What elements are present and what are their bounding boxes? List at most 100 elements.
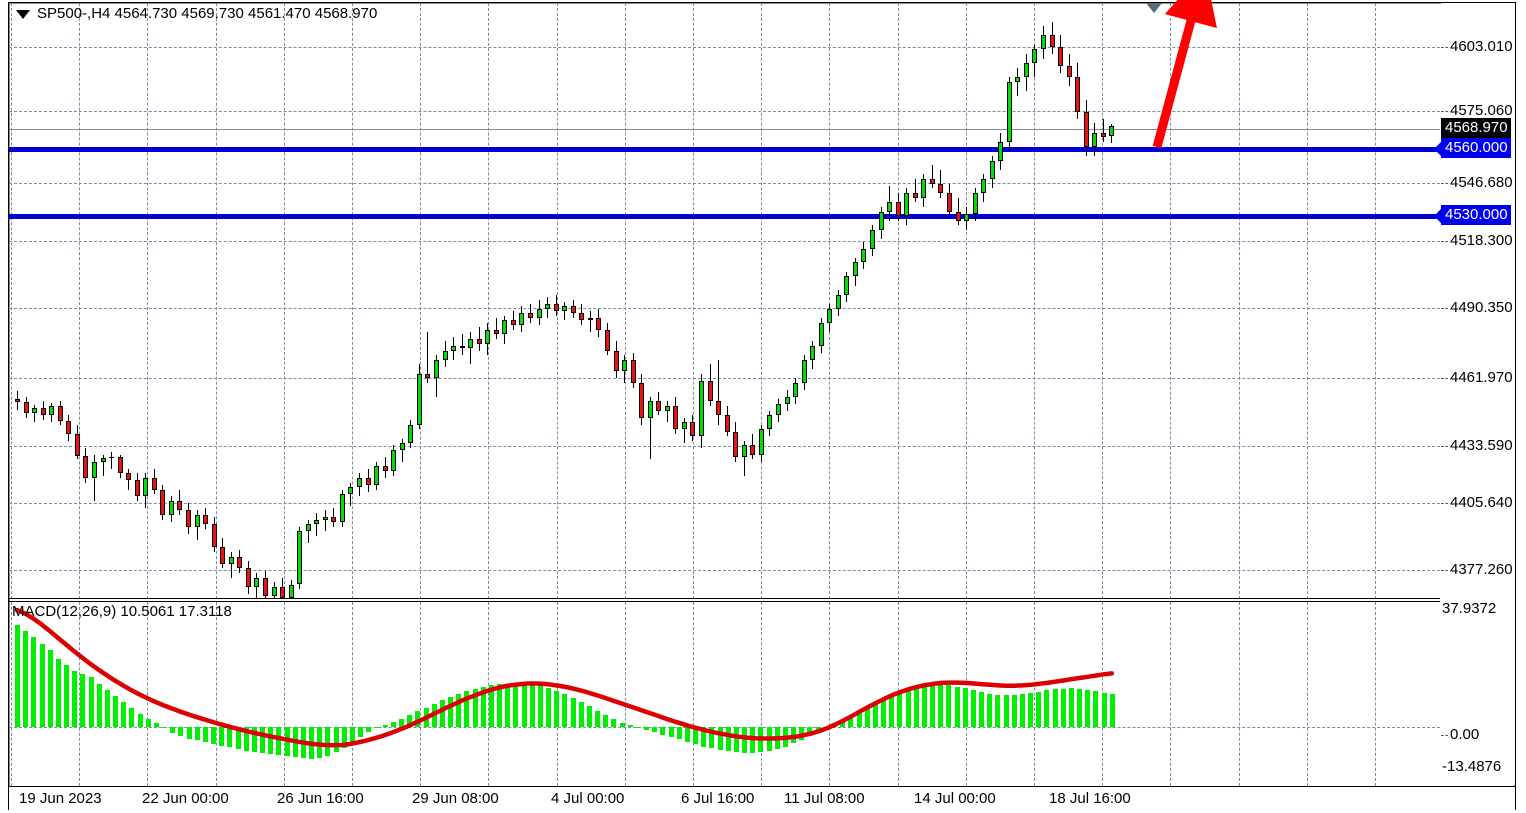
price-level-badge[interactable]: 4560.000 bbox=[1441, 138, 1511, 158]
candle-body bbox=[775, 403, 781, 416]
macd-histogram-bar bbox=[349, 726, 355, 743]
tick-dash-icon bbox=[1441, 240, 1448, 242]
candle-body bbox=[622, 359, 628, 372]
macd-histogram-bar bbox=[627, 725, 633, 727]
macd-histogram-bar bbox=[995, 694, 1001, 727]
candle-body bbox=[929, 179, 935, 184]
macd-histogram-bar bbox=[701, 726, 707, 747]
symbol-header[interactable]: SP500-,H4 4564.730 4569.730 4561.470 456… bbox=[16, 5, 377, 22]
candle-wick bbox=[1017, 67, 1019, 96]
vertical-gridline bbox=[1306, 602, 1308, 786]
macd-histogram-bar bbox=[782, 726, 788, 747]
candle-body bbox=[186, 510, 191, 527]
horizontal-gridline bbox=[9, 111, 1440, 112]
vertical-gridline bbox=[1375, 602, 1376, 786]
price-tick-value: 4433.590 bbox=[1450, 437, 1513, 454]
horizontal-gridline bbox=[9, 241, 1440, 242]
triangle-down-icon[interactable] bbox=[16, 9, 30, 19]
macd-histogram-bar bbox=[644, 726, 650, 730]
macd-histogram-bar bbox=[55, 658, 61, 727]
macd-histogram-bar bbox=[823, 726, 829, 729]
price-level-line[interactable] bbox=[9, 147, 1440, 152]
macd-tick-label: 0.00 bbox=[1441, 726, 1479, 743]
candle-body bbox=[733, 431, 739, 458]
candle-body bbox=[681, 422, 687, 430]
macd-histogram-bar bbox=[562, 694, 568, 727]
horizontal-gridline bbox=[9, 308, 1440, 309]
macd-histogram-bar bbox=[47, 649, 53, 727]
macd-tick-value: 37.9372 bbox=[1442, 600, 1497, 617]
candle-body bbox=[168, 501, 174, 515]
macd-histogram-bar bbox=[186, 726, 192, 739]
macd-histogram-bar bbox=[137, 714, 143, 727]
macd-histogram-bar bbox=[758, 726, 764, 753]
time-tick-label: 29 Jun 08:00 bbox=[412, 790, 499, 807]
candle-body bbox=[613, 350, 619, 372]
vertical-gridline bbox=[829, 602, 831, 786]
price-level-line[interactable] bbox=[9, 214, 1440, 219]
candle-wick bbox=[564, 301, 566, 321]
vertical-gridline bbox=[624, 602, 626, 786]
macd-histogram-bar bbox=[162, 726, 168, 729]
price-scale[interactable]: 4603.010 4575.060 4546.680 4518.300 4490.350… bbox=[1434, 3, 1515, 785]
macd-histogram-bar bbox=[513, 683, 519, 727]
macd-histogram-bar bbox=[235, 726, 241, 749]
macd-histogram-bar bbox=[733, 726, 739, 753]
candle-body bbox=[348, 487, 354, 495]
price-tick-value: 4405.640 bbox=[1450, 494, 1513, 511]
macd-histogram-bar bbox=[39, 643, 45, 727]
macd-histogram-bar bbox=[219, 726, 225, 746]
price-level-badge[interactable]: 4530.000 bbox=[1441, 205, 1511, 225]
candle-body bbox=[177, 501, 183, 511]
candle-body bbox=[459, 345, 465, 349]
candle-wick bbox=[461, 334, 463, 356]
vertical-gridline bbox=[147, 3, 149, 599]
macd-histogram-bar bbox=[676, 726, 682, 740]
vertical-gridline bbox=[283, 3, 285, 599]
macd-histogram-bar bbox=[1093, 691, 1099, 727]
macd-histogram-bar bbox=[840, 720, 846, 727]
vertical-gridline bbox=[147, 602, 149, 786]
macd-histogram-bar bbox=[750, 726, 756, 753]
price-tick-value: 4546.680 bbox=[1450, 174, 1513, 191]
macd-histogram-bar bbox=[211, 726, 217, 744]
candle-body bbox=[870, 230, 875, 249]
vertical-gridline bbox=[420, 602, 422, 786]
price-tick-value: 4490.350 bbox=[1450, 299, 1513, 316]
macd-histogram-bar bbox=[595, 710, 601, 727]
macd-histogram-bar bbox=[872, 701, 878, 727]
candle-body bbox=[237, 556, 243, 569]
candle-wick bbox=[350, 482, 352, 506]
macd-histogram-bar bbox=[374, 726, 380, 729]
vertical-gridline bbox=[11, 602, 12, 786]
candle-body bbox=[981, 179, 987, 193]
time-scale[interactable]: 19 Jun 2023 22 Jun 00:00 26 Jun 16:00 29 Ju… bbox=[9, 786, 1515, 811]
price-tick-label: 4518.300 bbox=[1441, 232, 1513, 249]
candle-body bbox=[280, 586, 286, 599]
candle-body bbox=[1075, 77, 1081, 112]
candle-body bbox=[844, 276, 850, 295]
candle-body bbox=[416, 373, 422, 425]
price-tick-label: 4603.010 bbox=[1441, 38, 1513, 55]
macd-histogram-bar bbox=[382, 725, 388, 727]
vertical-gridline bbox=[11, 3, 12, 599]
macd-histogram-bar bbox=[848, 715, 854, 727]
vertical-gridline bbox=[488, 3, 490, 599]
candle-body bbox=[1058, 47, 1064, 66]
time-tick-label: 22 Jun 00:00 bbox=[142, 790, 229, 807]
candle-wick bbox=[931, 165, 933, 189]
candle-body bbox=[91, 461, 97, 478]
macd-histogram-bar bbox=[80, 674, 86, 727]
candle-body bbox=[433, 359, 439, 379]
candle-body bbox=[904, 192, 910, 217]
macd-histogram-bar bbox=[341, 726, 347, 749]
candle-body bbox=[288, 584, 294, 599]
price-tick-label: 4490.350 bbox=[1441, 299, 1513, 316]
macd-panel[interactable] bbox=[9, 601, 1440, 786]
vertical-gridline bbox=[693, 602, 694, 786]
price-chart-panel[interactable] bbox=[9, 3, 1440, 599]
candle-wick bbox=[111, 452, 113, 469]
macd-histogram-bar bbox=[1101, 693, 1107, 727]
macd-histogram-bar bbox=[586, 706, 592, 727]
